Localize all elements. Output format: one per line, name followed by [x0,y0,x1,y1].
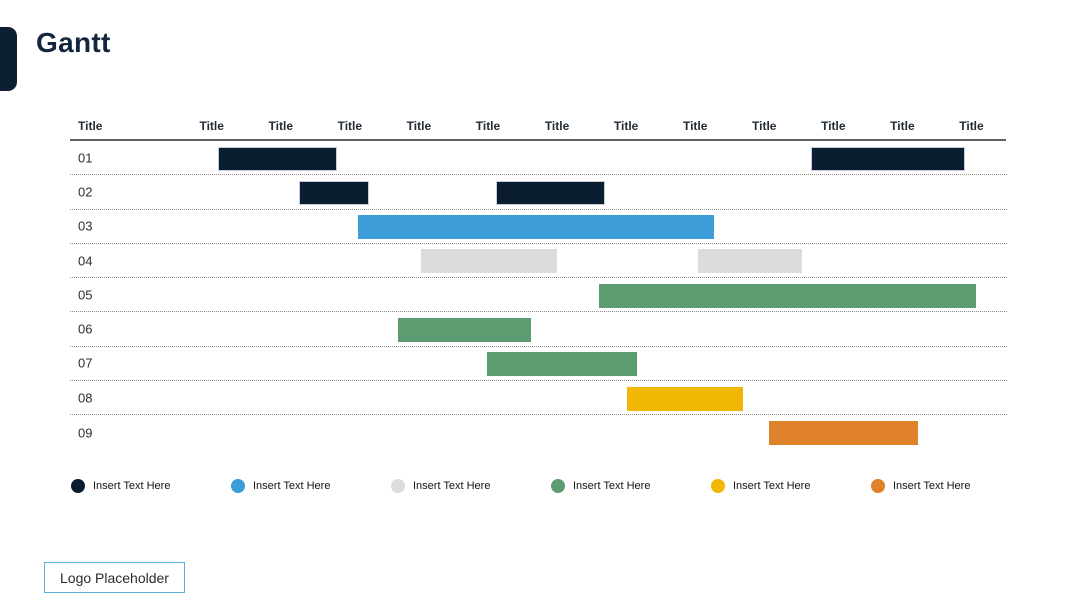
gantt-bar-navy[interactable] [811,146,965,171]
legend-item-label: Insert Text Here [93,480,171,492]
column-header[interactable]: Title [752,119,777,133]
gantt-header: Title Title Title Title Title Title Title Title… [0,119,1080,139]
gantt-bar-green[interactable] [487,352,637,377]
gantt-bar-yellow[interactable] [627,386,743,411]
legend-item-label: Insert Text Here [413,480,491,492]
gantt-row: 04 [70,244,1007,279]
legend-item-label: Insert Text Here [893,480,971,492]
page-title[interactable]: Gantt [36,27,111,58]
logo-label: Logo Placeholder [60,569,169,586]
gantt-bar-gray[interactable] [698,249,802,274]
row-label[interactable]: 04 [78,253,93,269]
column-header[interactable]: Title [821,119,846,133]
gantt-row: 07 [70,347,1007,382]
legend-item[interactable]: Insert Text Here [551,478,650,494]
column-header[interactable]: Title [613,119,639,133]
column-header[interactable]: Title [475,119,501,133]
row-label[interactable]: 08 [78,390,93,406]
gantt-bar-navy[interactable] [218,146,337,171]
gantt-bar-blue[interactable] [358,215,714,240]
column-header[interactable]: Title [890,119,915,133]
gantt-bar-navy[interactable] [496,180,605,205]
logo-placeholder[interactable]: Logo Placeholder [44,562,185,593]
gantt-row: 08 [70,381,1007,416]
gantt-bar-green[interactable] [398,318,531,342]
column-header[interactable]: Title [544,119,570,133]
legend-item-label: Insert Text Here [573,480,651,492]
row-label[interactable]: 05 [78,287,93,303]
row-label[interactable]: 01 [78,150,93,166]
column-header[interactable]: Title [199,119,224,133]
side-tab-shape [0,27,17,91]
legend-item-label: Insert Text Here [733,480,811,492]
row-label-column-header[interactable]: Title [78,119,103,133]
row-label[interactable]: 09 [78,425,93,441]
gantt-bar-green[interactable] [599,283,976,308]
legend-dot-icon [551,479,565,493]
column-header[interactable]: Title [268,119,293,133]
column-header[interactable]: Title [959,119,984,133]
gantt-bar-navy[interactable] [299,180,369,205]
gantt-row: 03 [70,210,1007,244]
gantt-row: 05 [70,278,1007,313]
header-divider-line [70,139,1006,141]
legend-item[interactable]: Insert Text Here [71,478,170,494]
column-header[interactable]: Title [682,119,708,133]
legend-dot-icon [71,479,85,493]
row-label[interactable]: 03 [78,218,93,234]
legend-item-label: Insert Text Here [253,480,331,492]
legend-item[interactable]: Insert Text Here [391,478,490,494]
legend-item[interactable]: Insert Text Here [871,478,970,494]
legend-item[interactable]: Insert Text Here [231,478,330,494]
legend-dot-icon [871,479,885,493]
legend-item[interactable]: Insert Text Here [711,478,810,494]
gantt-row: 01 [70,141,1007,176]
row-label[interactable]: 06 [78,321,93,337]
gantt-row: 06 [70,313,1007,347]
legend-dot-icon [231,479,245,493]
column-header[interactable]: Title [406,119,432,133]
row-label[interactable]: 02 [78,184,93,200]
column-header[interactable]: Title [337,119,363,133]
legend-dot-icon [711,479,725,493]
legend-dot-icon [391,479,405,493]
gantt-bar-gray[interactable] [421,249,557,274]
row-label[interactable]: 07 [78,355,93,371]
gantt-bar-orange[interactable] [769,420,918,445]
gantt-row: 02 [70,175,1007,210]
gantt-row: 09 [70,415,1007,449]
